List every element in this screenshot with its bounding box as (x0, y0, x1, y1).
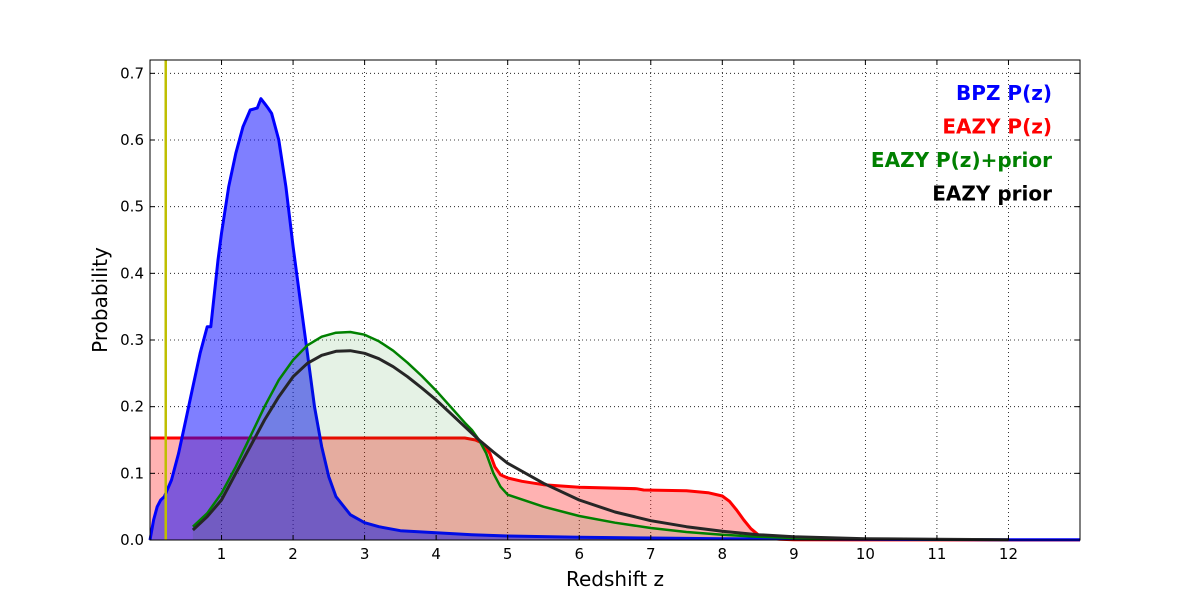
x-tick-label: 5 (503, 545, 513, 563)
plot-frame (149, 59, 1081, 541)
eazy-p-z-prior-line (192, 330, 1009, 542)
x-tick-label: 2 (288, 545, 298, 563)
x-tick-label: 10 (856, 545, 875, 563)
legend-entry-eazy-p-z-prior: EAZY P(z)+prior (871, 148, 1052, 172)
x-tick-label: 9 (789, 545, 799, 563)
eazy-p-z-prior-area (192, 332, 1009, 540)
legend-entry-eazy-prior: EAZY prior (932, 182, 1052, 206)
ticks: 1 2 3 4 5 6 7 8 9 10 11 120.00.10.20.30.40.50.60.7 (120, 60, 1080, 563)
x-tick-label: 4 (431, 545, 441, 563)
x-tick-label: 1 (217, 545, 227, 563)
x-tick-label: 8 (718, 545, 728, 563)
x-tick-label: 11 (927, 545, 946, 563)
legend-entry-bpz-p-z: BPZ P(z) (956, 81, 1052, 105)
x-tick-label: 7 (646, 545, 656, 563)
y-tick-label: 0.4 (120, 264, 144, 282)
bpz-p-z-line (148, 97, 1080, 542)
y-tick-label: 0.2 (120, 398, 144, 416)
x-tick-label: 12 (999, 545, 1018, 563)
x-tick-label: 6 (574, 545, 584, 563)
y-tick-label: 0.1 (120, 464, 144, 482)
legend: BPZ P(z) EAZY P(z) EAZY P(z)+prior EAZY pri… (871, 81, 1052, 206)
y-tick-label: 0.3 (120, 331, 144, 349)
x-axis-title: Redshift z (566, 567, 664, 591)
y-axis-title: Probability (88, 247, 112, 353)
legend-entry-eazy-p-z: EAZY P(z) (942, 115, 1052, 139)
bpz-p-z-area (150, 98, 1080, 540)
y-tick-label: 0.7 (120, 64, 144, 82)
x-tick-label: 3 (360, 545, 370, 563)
y-tick-label: 0.5 (120, 198, 144, 216)
y-tick-label: 0.0 (120, 531, 144, 549)
eazy-prior-line (191, 349, 1009, 542)
y-tick-label: 0.6 (120, 131, 144, 149)
